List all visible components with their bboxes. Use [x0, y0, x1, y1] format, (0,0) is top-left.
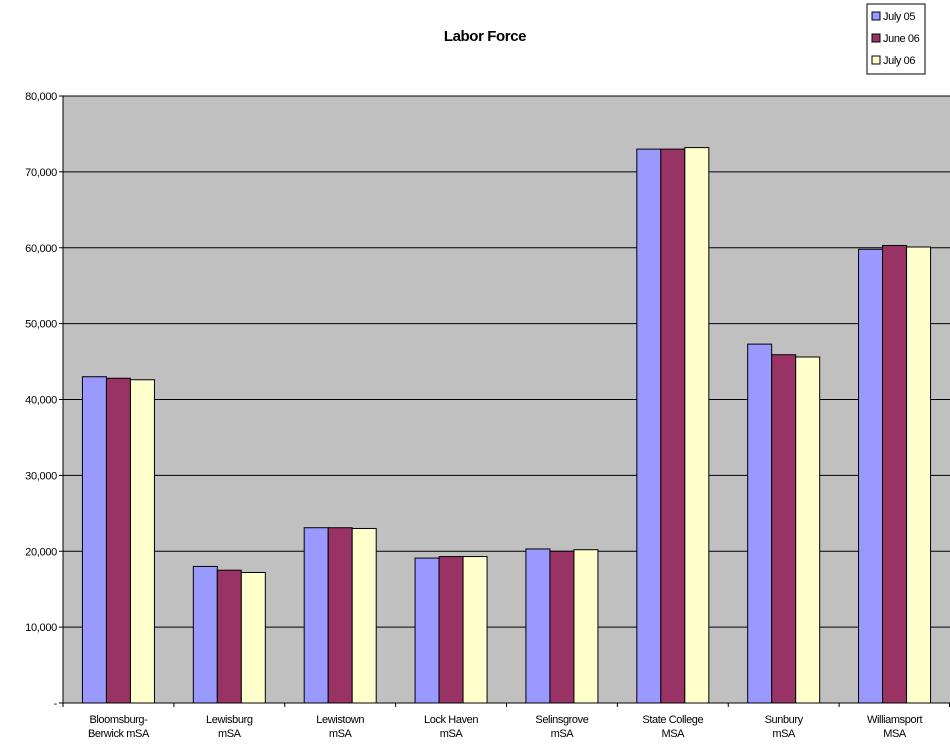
legend: July 05 June 06 July 06 — [866, 3, 926, 75]
bar — [240, 571, 266, 704]
bar — [636, 148, 662, 704]
chart-title: Labor Force — [444, 28, 526, 45]
bar — [81, 376, 107, 704]
y-tick-label: 80,000 — [25, 91, 57, 103]
legend-label: July 05 — [883, 11, 915, 23]
legend-swatch — [871, 11, 881, 21]
bar — [438, 556, 464, 704]
bar — [462, 556, 488, 704]
x-tick-label: Selinsgrove — [535, 714, 588, 726]
x-tick-label: mSA — [440, 728, 464, 740]
bar — [525, 548, 551, 704]
bar — [129, 379, 155, 704]
bar — [216, 569, 242, 704]
y-tick-label: 10,000 — [25, 622, 57, 634]
legend-label: July 06 — [883, 55, 915, 67]
y-tick-label: 20,000 — [25, 546, 57, 558]
x-tick-label: mSA — [772, 728, 796, 740]
bar — [660, 148, 686, 704]
y-tick-label: - — [54, 698, 58, 710]
bar — [795, 356, 821, 704]
y-tick-label: 40,000 — [25, 395, 57, 407]
bar — [105, 377, 131, 704]
x-tick-label: Bloomsburg- — [89, 714, 148, 726]
y-tick-label: 30,000 — [25, 470, 57, 482]
x-tick-label: MSA — [883, 728, 907, 740]
bar — [771, 354, 797, 704]
x-tick-label: mSA — [218, 728, 242, 740]
bar — [858, 248, 884, 704]
x-tick-label: Lewisburg — [206, 714, 253, 726]
y-tick-label: 60,000 — [25, 243, 57, 255]
bar — [747, 343, 773, 704]
bar — [414, 557, 440, 704]
x-tick-label: Sunbury — [765, 714, 804, 726]
legend-label: June 06 — [883, 33, 920, 45]
legend-swatch — [871, 33, 881, 43]
legend-swatch — [871, 55, 881, 65]
bar — [882, 244, 908, 704]
x-tick-label: Berwick mSA — [88, 728, 150, 740]
y-tick-label: 70,000 — [25, 167, 57, 179]
x-tick-label: mSA — [329, 728, 353, 740]
bar — [573, 549, 599, 704]
plot-area: - 10,000 20,000 30,000 40,000 50,000 60,000 70,… — [25, 91, 950, 740]
bar — [303, 527, 329, 704]
bar — [684, 147, 710, 704]
bar — [192, 565, 218, 704]
x-tick-label: Williamsport — [867, 714, 922, 726]
bar — [906, 246, 932, 704]
bar — [549, 550, 575, 704]
x-tick-label: MSA — [661, 728, 685, 740]
x-tick-label: Lewistown — [316, 714, 364, 726]
x-tick-label: mSA — [551, 728, 575, 740]
y-tick-label: 50,000 — [25, 319, 57, 331]
x-tick-label: Lock Haven — [424, 714, 478, 726]
bar — [327, 527, 353, 704]
bar — [351, 527, 377, 704]
x-tick-label: State College — [642, 714, 703, 726]
